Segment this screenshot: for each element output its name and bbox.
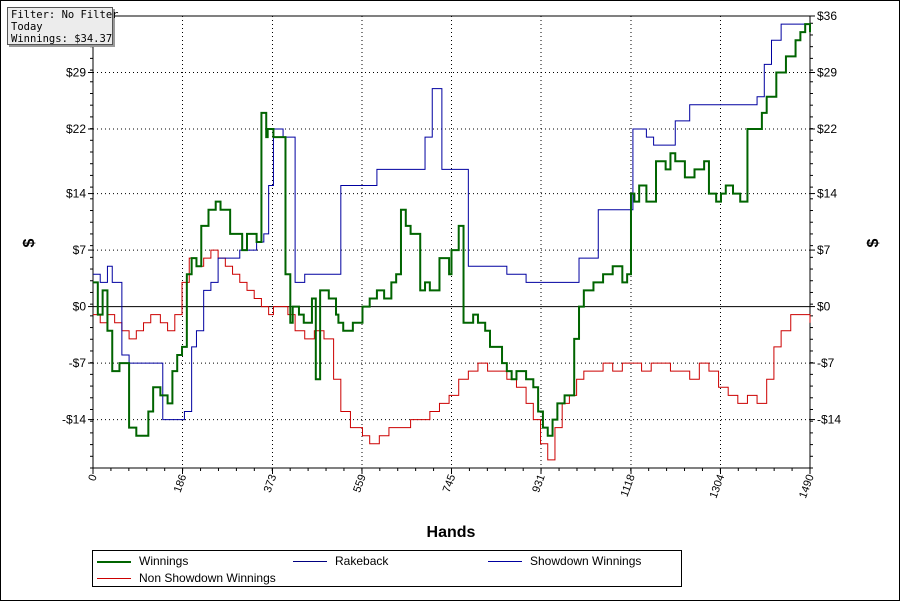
x-tick-label: 1490: [797, 473, 817, 500]
legend-item-non-showdown: Non Showdown Winnings: [95, 570, 315, 586]
grid: [93, 16, 810, 468]
series: [93, 23, 811, 461]
x-tick-label: 931: [530, 473, 548, 494]
x-tick-label: 0: [86, 473, 99, 483]
x-tick-label: 186: [172, 473, 190, 494]
legend-item-rakeback: Rakeback: [291, 553, 471, 569]
legend-swatch-winnings: [97, 561, 131, 563]
y-tick-label-left: $29: [66, 66, 86, 80]
series-winnings: [93, 23, 811, 437]
legend-label: Showdown Winnings: [530, 554, 642, 568]
x-tick-label: 559: [351, 473, 369, 494]
y-tick-label-right: $7: [817, 243, 831, 257]
winnings-text: Winnings: $34.37: [11, 33, 113, 45]
legend-label: Non Showdown Winnings: [139, 571, 276, 585]
y-tick-label-left: $14: [66, 187, 86, 201]
y-tick-label-left: $22: [66, 122, 86, 136]
y-axis-label-right: $: [865, 238, 882, 247]
x-tick-label: 373: [262, 473, 280, 494]
legend-item-showdown: Showdown Winnings: [486, 553, 676, 569]
info-tooltip: Filter: No Filter Today Winnings: $34.37: [7, 7, 119, 45]
y-tick-label-right: -$7: [817, 356, 835, 370]
legend-swatch-rakeback: [293, 561, 327, 562]
x-axis-label: Hands: [427, 524, 476, 541]
x-tick-label: 745: [441, 473, 459, 494]
y-tick-label-left: -$14: [62, 413, 86, 427]
period-text: Today: [11, 21, 43, 33]
y-tick-label-left: -$7: [69, 356, 87, 370]
y-tick-label-right: $0: [817, 300, 831, 314]
y-tick-label-right: $22: [817, 122, 837, 136]
y-tick-label-left: $7: [73, 243, 87, 257]
y-tick-label-right: $14: [817, 187, 837, 201]
series-showdown-winnings: [93, 23, 810, 421]
legend-item-winnings: Winnings: [95, 553, 275, 569]
x-tick-label: 1118: [619, 473, 638, 499]
y-tick-label-right: -$14: [817, 413, 841, 427]
legend: Winnings Rakeback Showdown Winnings Non …: [92, 550, 682, 587]
legend-swatch-showdown: [488, 561, 522, 562]
legend-label: Rakeback: [335, 554, 389, 568]
y-axis-label-left: $: [21, 238, 38, 247]
y-tick-label-right: $36: [817, 9, 837, 23]
ticks: 0186373559745931111813041490$36$36$29$29…: [62, 9, 841, 500]
y-tick-label-right: $29: [817, 66, 837, 80]
x-tick-label: 1304: [708, 473, 728, 500]
legend-swatch-non-showdown: [97, 578, 131, 579]
filter-text: Filter: No Filter: [11, 9, 119, 21]
y-tick-label-left: $0: [73, 300, 87, 314]
legend-label: Winnings: [139, 554, 189, 568]
